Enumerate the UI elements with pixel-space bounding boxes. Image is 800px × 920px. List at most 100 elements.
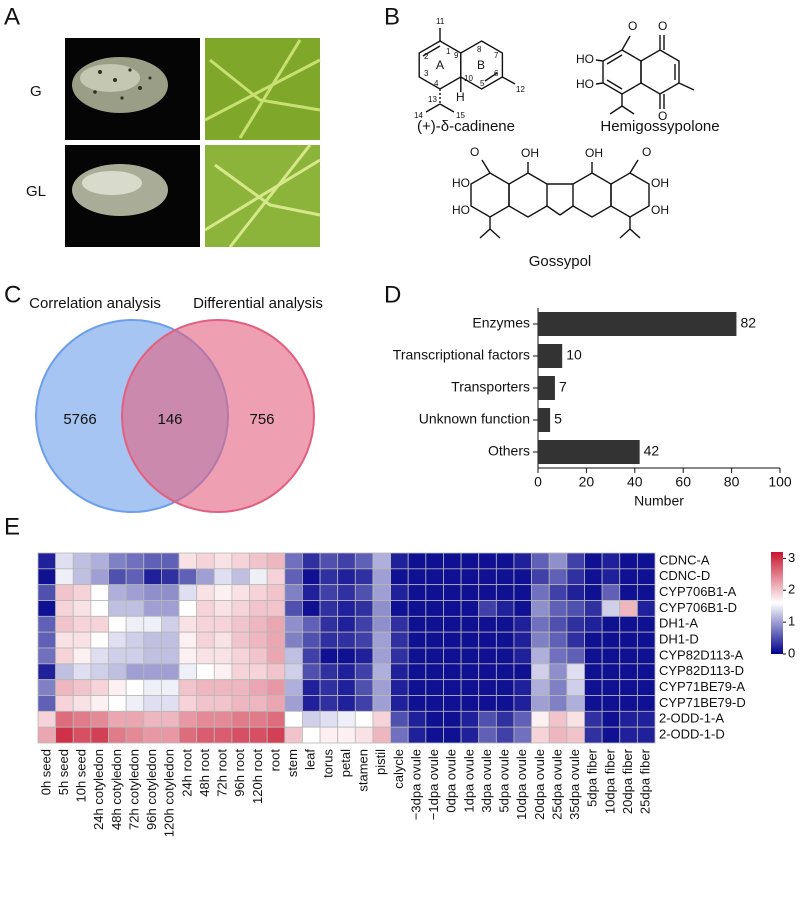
heatmap-cell [531,615,550,633]
heatmap-cell [55,663,74,681]
column-label: 48h root [197,749,212,797]
heatmap-cell [601,600,621,617]
panel-label: E [4,513,20,540]
heatmap-cell [425,552,444,570]
heatmap-cell [425,647,444,665]
heatmap-cell [266,631,286,649]
atom-label: 5 [480,79,485,88]
heatmap-cell [90,679,109,696]
heatmap-cell [407,600,427,617]
x-tick-label: 20 [579,474,595,490]
heatmap-cell [636,631,656,649]
heatmap-cell [460,647,480,665]
heatmap-cell [495,600,515,617]
heatmap-cell [566,631,585,649]
heatmap-cell [495,631,515,649]
heatmap-cell [566,568,585,586]
heatmap-cell [55,647,74,665]
hemigossypolone-structure: O O HO HO O Hemigossypolone [576,19,720,135]
heatmap-cell [566,726,585,744]
heatmap-cell [72,695,92,712]
seed-highlight [80,64,140,92]
heatmap-cell [196,710,215,728]
heatmap-cell [160,726,180,744]
heatmap-cell [55,710,74,728]
heatmap-cell [72,663,92,681]
heatmap-cell [72,679,92,696]
ring-label: A [436,58,444,72]
heatmap-cell [196,615,215,633]
heatmap-cell [407,552,427,570]
heatmap-cell [407,726,427,744]
heatmap-cell [108,663,127,681]
heatmap-cell [284,568,303,586]
heatmap-cell [390,631,409,649]
heatmap-cell [249,615,268,633]
heatmap-cell [266,710,286,728]
heatmap-cell [37,663,57,681]
heatmap-cell [178,663,198,681]
heatmap-cell [55,679,74,696]
heatmap-cell [619,710,638,728]
heatmap-cell [249,726,268,744]
heatmap-cell [478,710,497,728]
heatmap-cell [407,584,427,601]
heatmap-cell [213,710,233,728]
heatmap-cell [425,695,444,712]
heatmap-cell [302,600,321,617]
heatmap-cell [125,631,145,649]
heatmap-cell [354,568,374,586]
heatmap-cell [372,600,391,617]
heatmap-cell [55,631,74,649]
heatmap-cell [302,695,321,712]
atom-label: OH [651,176,669,190]
atom-label: 11 [436,17,445,26]
heatmap-cell [390,695,409,712]
heatmap-cell [231,552,250,570]
heatmap-cell [143,663,162,681]
heatmap-cell [584,679,603,696]
heatmap-cell [513,695,533,712]
heatmap-cell [90,600,109,617]
heatmap-cell [390,600,409,617]
heatmap-cell [478,663,497,681]
heatmap-cell [231,726,250,744]
panel-label: C [4,281,21,308]
heatmap-cell [460,710,480,728]
heatmap-cell [460,679,480,696]
atom-label: HO [576,77,594,91]
heatmap-cell [284,647,303,665]
heatmap-cell [319,600,339,617]
row-label: CYP82D113-A [659,647,744,662]
heatmap-cell [231,663,250,681]
heatmap-cell [160,710,180,728]
heatmap-cell [90,568,109,586]
heatmap-cell [354,647,374,665]
atom-label: 9 [454,51,459,60]
heatmap-cell [302,568,321,586]
heatmap-cell [337,568,356,586]
panel-label: B [384,3,400,30]
atom-label: 13 [428,95,437,104]
heatmap-cell [337,679,356,696]
heatmap-cell [425,600,444,617]
heatmap-cell [266,726,286,744]
heatmap-cell [390,568,409,586]
column-label: 96h root [232,749,247,797]
heatmap-cell [125,600,145,617]
heatmap-cell [196,663,215,681]
heatmap-cell [160,663,180,681]
heatmap-cell [37,695,57,712]
compound-name: (+)-δ-cadinene [417,118,515,135]
column-label: 0dpa ovule [444,749,459,813]
heatmap-cell [390,710,409,728]
heatmap-cell [548,600,568,617]
heatmap-cell [407,695,427,712]
heatmap-cell [478,600,497,617]
row-label: 2-ODD-1-D [659,727,725,742]
atom-label: OH [585,146,603,160]
heatmap-cell [213,663,233,681]
heatmap-cell [478,568,497,586]
heatmap-cell [548,663,568,681]
heatmap-cell [125,695,145,712]
